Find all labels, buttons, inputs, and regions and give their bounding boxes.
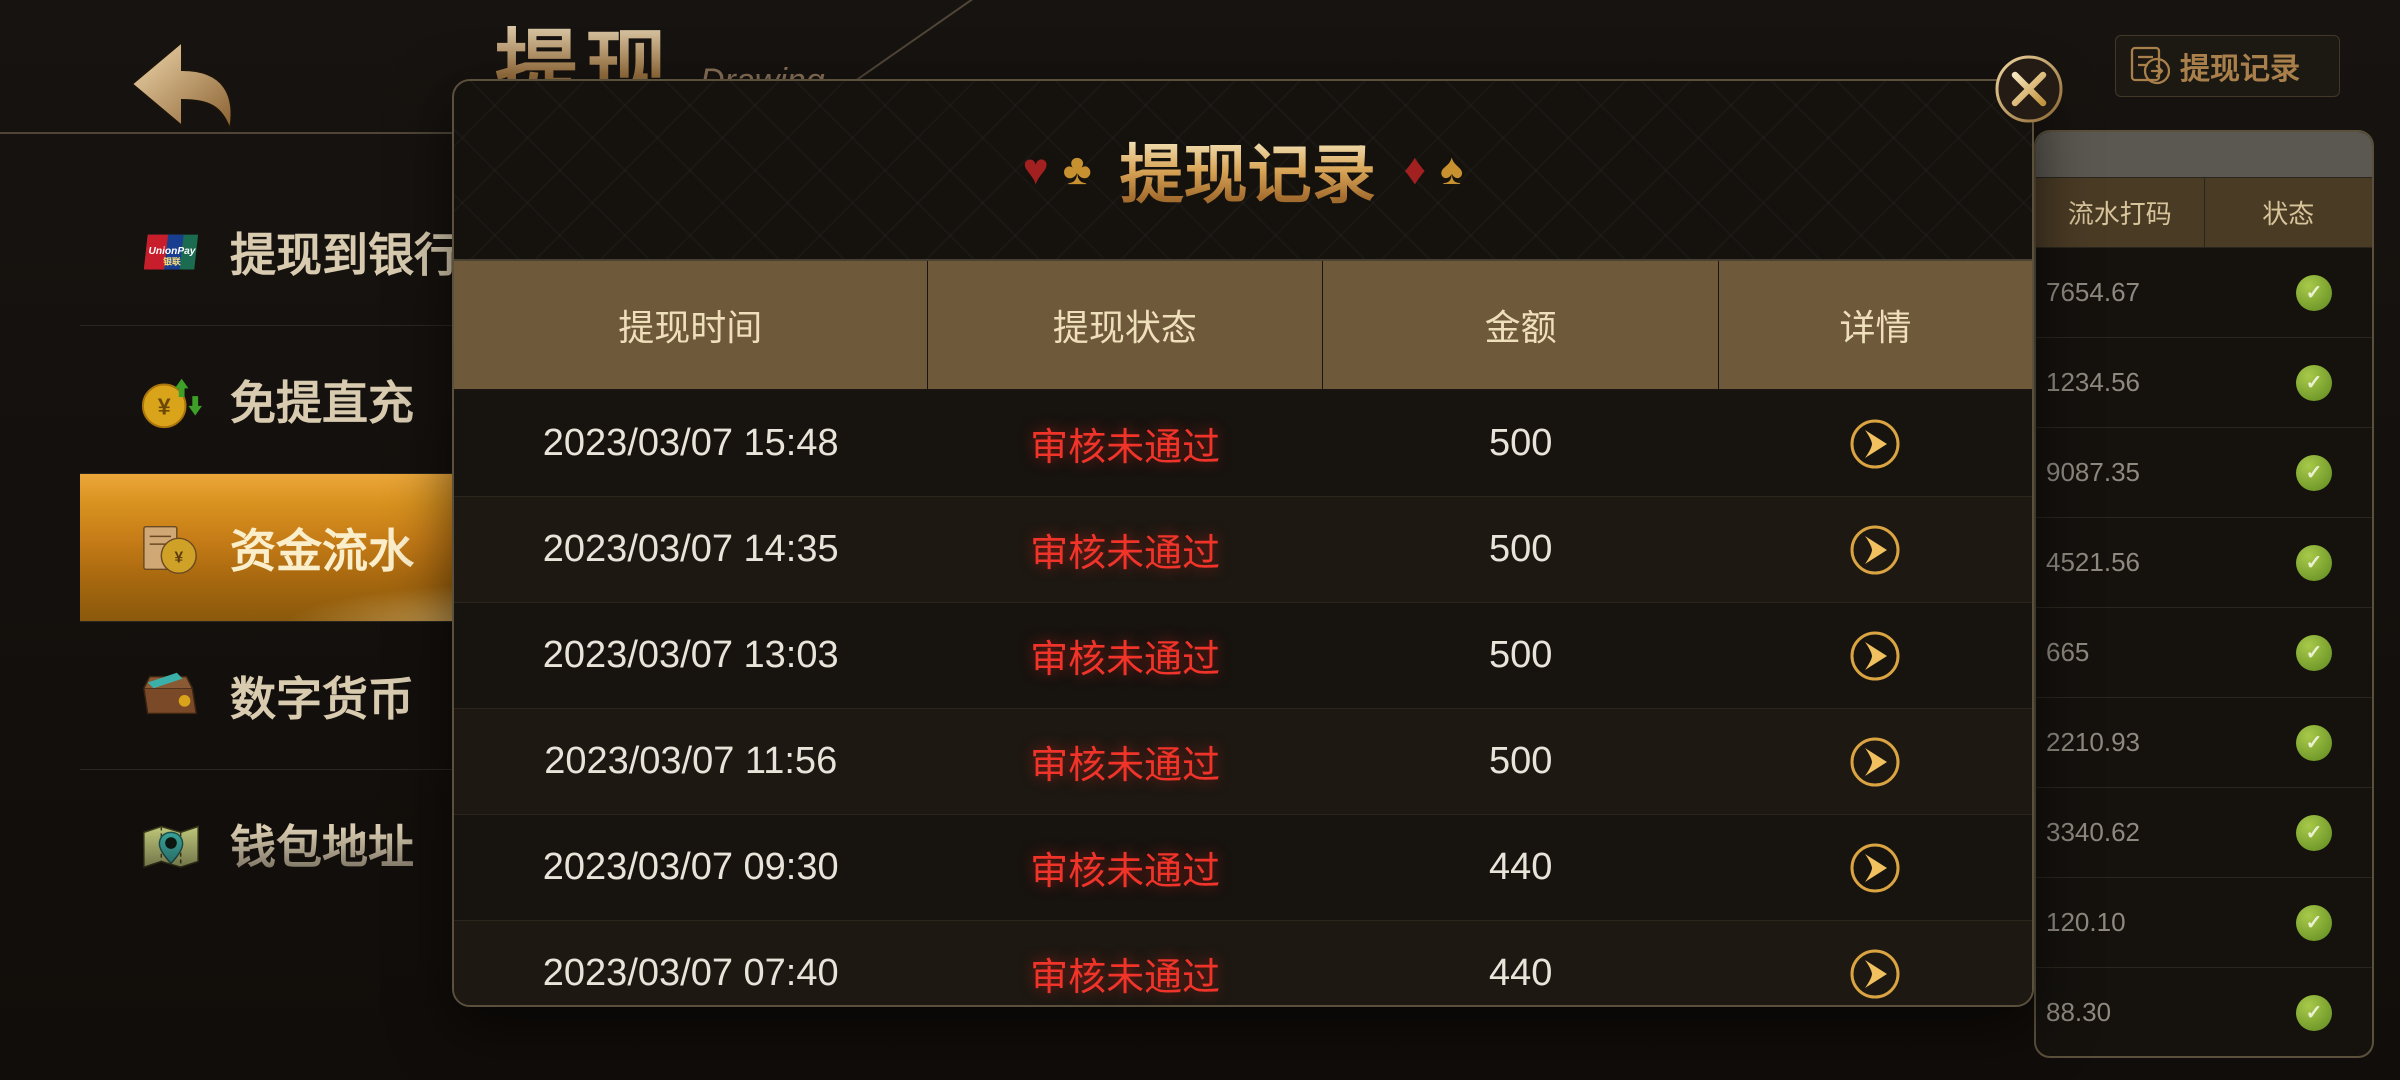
svg-text:¥: ¥	[158, 393, 171, 419]
svg-text:¥: ¥	[174, 549, 183, 566]
svg-text:银联: 银联	[163, 255, 181, 266]
svg-text:UnionPay: UnionPay	[149, 245, 197, 256]
